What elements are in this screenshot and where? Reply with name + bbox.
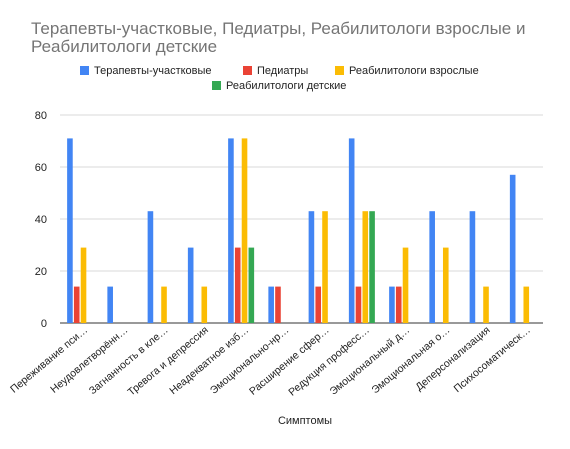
- y-tick-label: 20: [35, 266, 47, 278]
- legend-swatch: [243, 66, 252, 75]
- bar: [402, 247, 409, 323]
- x-axis-title: Симптомы: [278, 415, 332, 427]
- bars: [67, 138, 530, 323]
- bar: [147, 211, 154, 323]
- x-tick-label: Психосоматическ…: [452, 324, 533, 395]
- bar: [355, 286, 362, 323]
- bar: [67, 138, 73, 323]
- bar: [73, 286, 80, 323]
- bar: [234, 247, 241, 323]
- chart-title: Терапевты-участковые, Педиатры, Реабилит…: [31, 19, 526, 56]
- bar: [348, 138, 355, 323]
- legend-label: Педиатры: [257, 65, 308, 77]
- bar: [275, 286, 281, 323]
- bar: [429, 211, 435, 323]
- bar: [442, 247, 449, 323]
- bar: [161, 286, 167, 323]
- y-tick-label: 0: [41, 318, 47, 330]
- legend-label: Реабилитологи детские: [226, 80, 346, 92]
- bar: [80, 247, 87, 323]
- bar: [315, 286, 322, 323]
- legend-label: Реабилитологи взрослые: [349, 65, 479, 77]
- bar: [469, 211, 476, 323]
- bar: [369, 211, 375, 323]
- legend-swatch: [80, 66, 89, 75]
- bar: [268, 286, 274, 323]
- bar: [322, 211, 328, 323]
- grid: [60, 114, 543, 324]
- x-axis: Переживание пси…Неудовлетворённ…Загнанно…: [8, 324, 533, 398]
- bar: [483, 286, 489, 323]
- y-tick-label: 60: [35, 162, 47, 174]
- y-axis: 0 20 40 60 80: [35, 110, 47, 330]
- bar: [248, 247, 255, 323]
- bar: [509, 174, 516, 323]
- bar: [395, 286, 402, 323]
- x-tick-label: Эмоциональная о…: [369, 324, 452, 396]
- bar: [201, 286, 208, 323]
- y-tick-label: 40: [35, 214, 47, 226]
- bar: [187, 247, 194, 323]
- bar: [308, 211, 315, 323]
- bar: [241, 138, 248, 323]
- x-tick-label: Деперсонализация: [413, 324, 492, 393]
- bar: [362, 211, 369, 323]
- bar: [107, 286, 113, 323]
- legend-label: Терапевты-участковые: [94, 65, 212, 77]
- y-tick-label: 80: [35, 110, 47, 122]
- bar: [523, 286, 530, 323]
- bar: [228, 138, 234, 323]
- legend-swatch: [212, 81, 221, 90]
- legend-swatch: [335, 66, 344, 75]
- bar: [389, 286, 395, 323]
- legend: Терапевты-участковые Педиатры Реабилитолог…: [80, 65, 479, 92]
